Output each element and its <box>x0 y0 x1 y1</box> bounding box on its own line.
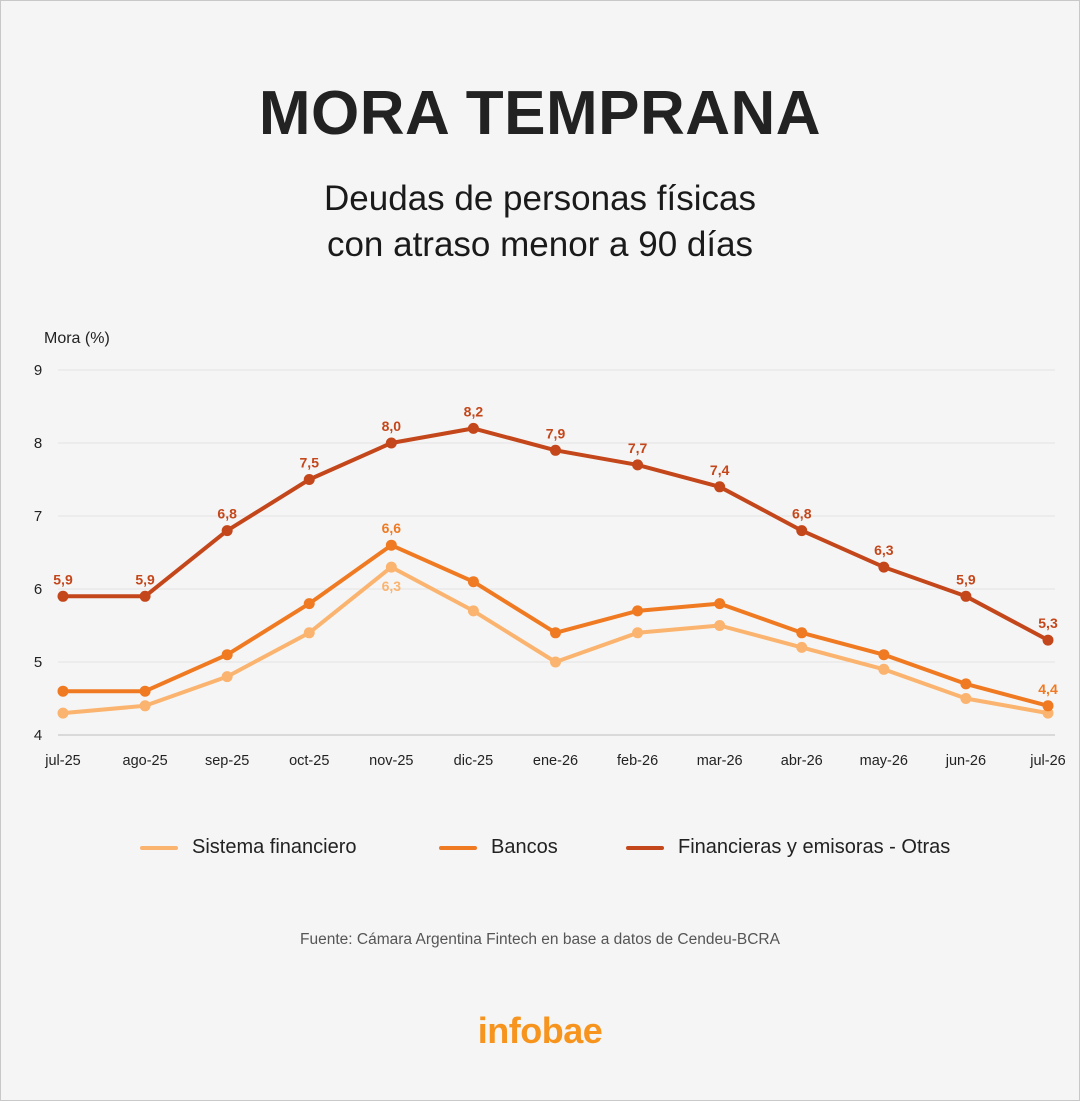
data-point <box>960 693 972 704</box>
legend-swatch <box>626 845 664 850</box>
legend-swatch <box>140 845 178 850</box>
x-tick-label: mar-26 <box>697 753 743 769</box>
x-tick-label: ene-26 <box>533 753 578 769</box>
data-label: 7,9 <box>546 425 566 441</box>
data-label: 6,3 <box>874 542 894 558</box>
data-point <box>139 685 151 697</box>
x-tick-label: nov-25 <box>369 753 413 769</box>
data-point <box>57 590 69 602</box>
legend-label: Bancos <box>491 836 558 858</box>
data-label: 5,9 <box>53 571 73 587</box>
data-point <box>221 649 233 661</box>
line-chart: Mora (%) 4 5 6 7 8 9 jul-25 ago-25 sep-25 oct-25 no… <box>34 330 1066 769</box>
y-tick-label: 5 <box>34 654 42 671</box>
data-point <box>632 605 644 617</box>
legend-swatch <box>439 845 477 850</box>
x-tick-label: ago-25 <box>123 753 168 769</box>
x-tick-label: jul-26 <box>1029 753 1065 769</box>
y-tick-label: 8 <box>34 435 42 452</box>
data-point <box>632 627 644 639</box>
y-tick-label: 9 <box>34 362 42 379</box>
series-line-3 <box>61 426 1050 643</box>
data-label: 5,9 <box>956 571 976 587</box>
legend-item-financieras: Financieras y emisoras - Otras <box>626 836 950 859</box>
data-point <box>1042 634 1054 646</box>
data-point <box>796 525 808 537</box>
data-point <box>550 627 561 639</box>
data-point <box>467 576 479 588</box>
data-point <box>221 671 233 683</box>
x-tick-label: feb-26 <box>617 753 658 769</box>
data-point <box>878 663 890 675</box>
x-tick-label: jun-26 <box>945 753 986 769</box>
data-label: 6,8 <box>217 506 237 522</box>
subtitle-line-1: Deudas de personas físicas <box>324 179 756 218</box>
data-point <box>139 590 151 602</box>
data-point <box>550 444 561 456</box>
data-label: 5,9 <box>135 571 155 587</box>
data-point <box>385 539 397 551</box>
data-label: 6,6 <box>382 520 402 536</box>
data-point <box>714 620 726 631</box>
y-tick-label: 7 <box>34 508 42 525</box>
x-tick-label: dic-25 <box>454 753 494 769</box>
chart-legend: Sistema financiero Bancos Financieras y … <box>0 836 1080 866</box>
subtitle-line-2: con atraso menor a 90 días <box>326 225 754 264</box>
data-point <box>385 437 397 449</box>
data-label: 4,4 <box>1038 681 1058 697</box>
chart-subtitle: Deudas de personas físicas con atraso me… <box>0 176 1080 268</box>
x-tick-label: may-26 <box>860 753 908 769</box>
data-point <box>221 525 233 537</box>
legend-label: Sistema financiero <box>192 836 357 858</box>
legend-label: Financieras y emisoras - Otras <box>678 836 951 858</box>
data-point <box>632 459 644 471</box>
data-point <box>714 481 726 493</box>
brand-logo: infobae <box>477 1010 603 1051</box>
data-point <box>303 474 315 485</box>
source-note: Fuente: Cámara Argentina Fintech en base… <box>300 931 780 948</box>
data-label: 6,8 <box>792 506 812 522</box>
data-point <box>139 700 151 712</box>
data-point <box>57 707 69 719</box>
legend-item-bancos: Bancos <box>439 836 558 859</box>
data-point <box>467 605 479 617</box>
data-point <box>303 598 315 610</box>
data-label: 7,7 <box>628 440 648 456</box>
y-tick-label: 6 <box>34 581 42 598</box>
data-point <box>960 590 972 602</box>
data-label: 8,2 <box>464 403 484 419</box>
data-point <box>960 678 972 690</box>
data-label: 5,3 <box>1038 615 1058 631</box>
data-point <box>878 649 890 661</box>
data-label: 7,5 <box>300 455 320 471</box>
legend-item-sistema-financiero: Sistema financiero <box>140 836 357 859</box>
data-point <box>878 561 890 573</box>
data-point <box>1042 700 1054 712</box>
y-axis-title: Mora (%) <box>44 330 110 347</box>
data-point <box>303 627 315 639</box>
x-tick-label: sep-25 <box>205 753 249 769</box>
data-point <box>57 685 69 697</box>
y-tick-label: 4 <box>34 727 42 744</box>
data-point <box>550 656 561 668</box>
data-point <box>796 627 808 639</box>
x-tick-label: jul-25 <box>44 753 80 769</box>
data-label: 8,0 <box>382 418 402 434</box>
data-label: 6,3 <box>382 578 402 594</box>
x-tick-label: oct-25 <box>289 753 329 769</box>
data-point <box>385 561 397 573</box>
data-point <box>796 641 808 653</box>
data-label: 7,4 <box>710 462 730 478</box>
data-point <box>714 598 726 610</box>
data-point <box>467 422 479 434</box>
x-tick-label: abr-26 <box>781 753 823 769</box>
chart-title: MORA TEMPRANA <box>258 79 822 148</box>
